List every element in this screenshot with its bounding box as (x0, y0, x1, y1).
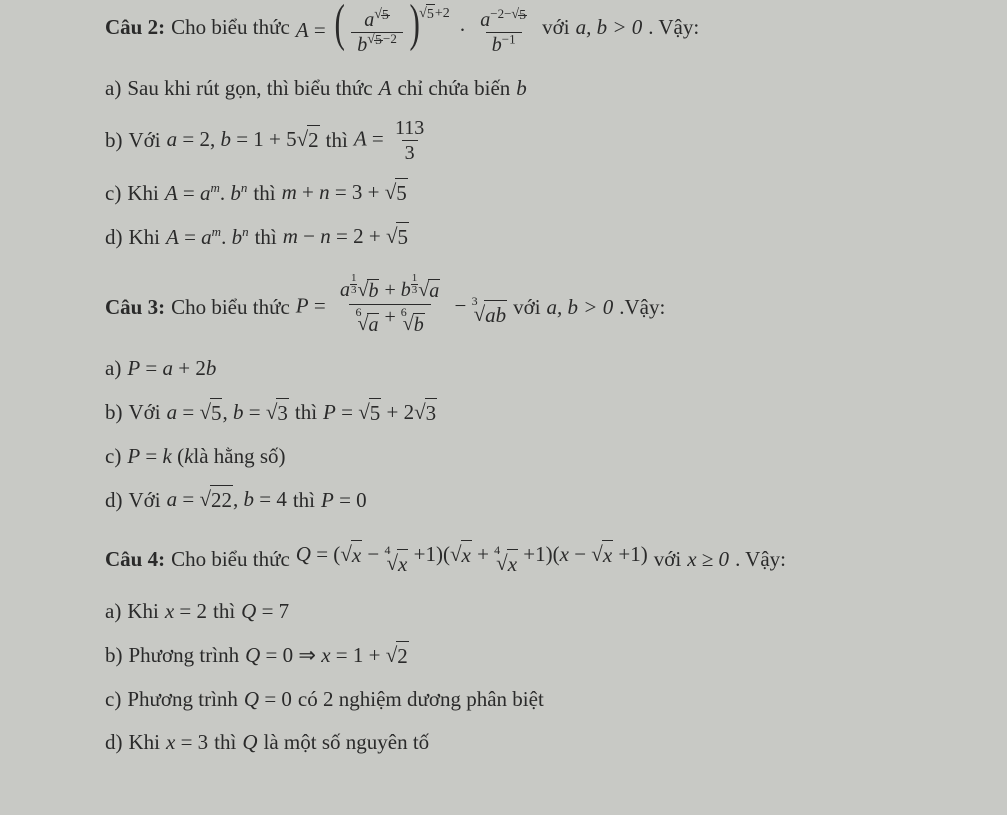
opt-label: d) (105, 486, 123, 515)
q3-number: Câu 3: (105, 293, 165, 322)
q2-frac2: a−2−√5 b−1 (474, 9, 533, 56)
q4d-pre: Khi (129, 728, 161, 757)
q4-expr: Q = (√x − 4√x +1)(√x + 4√x +1)(x − √x +1… (296, 540, 648, 579)
q4-number: Câu 4: (105, 545, 165, 574)
q2-tail: với (542, 13, 569, 42)
page-container: Câu 2: Cho biểu thức A = ( a√5 b√5−2 )√5… (0, 0, 1007, 758)
q2a-A: A (379, 74, 392, 103)
q3b-mid: thì (295, 398, 317, 427)
q3-tail: với (513, 293, 540, 322)
q3d-mid: thì (293, 486, 315, 515)
opt-label: b) (105, 398, 123, 427)
q3d-expr2: P = 0 (321, 486, 367, 515)
q4-opt-c: c) Phương trình Q = 0 có 2 nghiệm dương … (105, 685, 947, 714)
q3b-expr2: P = √5 + 2√3 (323, 398, 437, 428)
q3-expr: P = a13√b + b13√a 6√a + 6√b − 3√ab (296, 279, 507, 336)
q3-opt-c: c) P = k (k là hằng số) (105, 442, 947, 471)
q3a-expr: P = a + 2b (127, 354, 216, 383)
q4-end: . Vậy: (735, 545, 786, 574)
q3-opt-a: a) P = a + 2b (105, 354, 947, 383)
q3d-expr1: a = √22, b = 4 (167, 485, 287, 515)
q2-number: Câu 2: (105, 13, 165, 42)
q4-opt-b: b) Phương trình Q = 0 ⇒ x = 1 + √2 (105, 641, 947, 671)
q4a-expr2: Q = 7 (241, 597, 289, 626)
q2d-expr1: A = am. bn (166, 223, 249, 252)
q4a-mid: thì (213, 597, 235, 626)
q2b-expr2: A = 1133 (354, 117, 430, 164)
q2b-expr1: a = 2, b = 1 + 5√2 (167, 125, 320, 155)
q3c-expr: P = k (k (127, 442, 193, 471)
q2c-pre: Khi (127, 179, 159, 208)
q4c-pre: Phương trình (127, 685, 238, 714)
q2-opt-b: b) Với a = 2, b = 1 + 5√2 thì A = 1133 (105, 117, 947, 164)
q2c-mid: thì (253, 179, 275, 208)
opt-label: d) (105, 728, 123, 757)
q4-cond: x ≥ 0 (687, 545, 729, 574)
q2-lead: Cho biểu thức (171, 13, 290, 42)
q4c-post: có 2 nghiệm dương phân biệt (298, 685, 544, 714)
q4-tail: với (654, 545, 681, 574)
q3-header: Câu 3: Cho biểu thức P = a13√b + b13√a 6… (105, 279, 947, 336)
opt-label: c) (105, 685, 121, 714)
q3-opt-b: b) Với a = √5, b = √3 thì P = √5 + 2√3 (105, 398, 947, 428)
q3b-pre: Với (129, 398, 161, 427)
q4d-expr1: x = 3 (166, 728, 208, 757)
q4d-Q: Q (242, 728, 257, 757)
q2d-mid: thì (255, 223, 277, 252)
q3d-pre: Với (129, 486, 161, 515)
q3-opt-d: d) Với a = √22, b = 4 thì P = 0 (105, 485, 947, 515)
opt-label: b) (105, 641, 123, 670)
q4-header: Câu 4: Cho biểu thức Q = (√x − 4√x +1)(√… (105, 540, 947, 579)
q2b-mid: thì (326, 126, 348, 155)
opt-label: a) (105, 597, 121, 626)
q2c-expr1: A = am. bn (165, 179, 248, 208)
q4b-pre: Phương trình (129, 641, 240, 670)
q3-frac: a13√b + b13√a 6√a + 6√b (334, 279, 446, 336)
opt-label: c) (105, 179, 121, 208)
q2a-text2: chỉ chứa biến (397, 74, 510, 103)
q4a-pre: Khi (127, 597, 159, 626)
q3c-post: là hằng số) (193, 442, 285, 471)
q4-opt-d: d) Khi x = 3 thì Q là một số nguyên tố (105, 728, 947, 757)
q3b-expr1: a = √5, b = √3 (167, 398, 289, 428)
q4d-mid: thì (214, 728, 236, 757)
q2-cond: a, b > 0 (576, 13, 643, 42)
q2b-pre: Với (129, 126, 161, 155)
q4-opt-a: a) Khi x = 2 thì Q = 7 (105, 597, 947, 626)
q2-opt-a: a) Sau khi rút gọn, thì biểu thức A chỉ … (105, 74, 947, 103)
opt-label: a) (105, 354, 121, 383)
q4c-expr: Q = 0 (244, 685, 292, 714)
opt-label: c) (105, 442, 121, 471)
q4-lead: Cho biểu thức (171, 545, 290, 574)
opt-label: b) (105, 126, 123, 155)
q2a-text: Sau khi rút gọn, thì biểu thức (127, 74, 372, 103)
q3-end: .Vậy: (619, 293, 665, 322)
q2-opt-c: c) Khi A = am. bn thì m + n = 3 + √5 (105, 178, 947, 208)
q4a-expr1: x = 2 (165, 597, 207, 626)
q4b-expr: Q = 0 ⇒ x = 1 + √2 (245, 641, 409, 671)
q2-header: Câu 2: Cho biểu thức A = ( a√5 b√5−2 )√5… (105, 0, 947, 56)
q3-cond: a, b > 0 (547, 293, 614, 322)
q2-end: . Vậy: (648, 13, 699, 42)
q4d-post: là một số nguyên tố (264, 728, 430, 757)
q2d-pre: Khi (129, 223, 161, 252)
q3-lead: Cho biểu thức (171, 293, 290, 322)
q2-frac1: a√5 b√5−2 (351, 9, 403, 56)
q2-opt-d: d) Khi A = am. bn thì m − n = 2 + √5 (105, 222, 947, 252)
q2a-b: b (516, 74, 527, 103)
opt-label: a) (105, 74, 121, 103)
q2-expr: A = ( a√5 b√5−2 )√5+2 · a−2−√5 b−1 (296, 0, 536, 56)
q2c-expr2: m + n = 3 + √5 (282, 178, 408, 208)
q2d-expr2: m − n = 2 + √5 (283, 222, 409, 252)
opt-label: d) (105, 223, 123, 252)
